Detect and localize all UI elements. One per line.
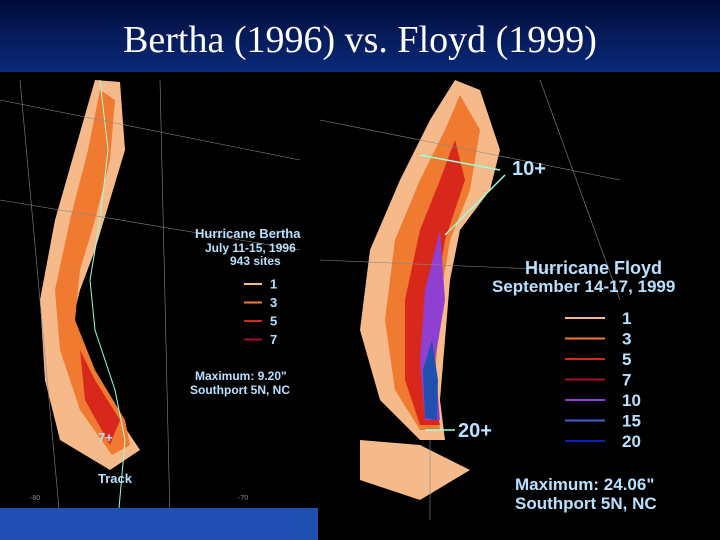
floyd-peak-north: 10+ xyxy=(512,158,546,180)
floyd-peak-south: 20+ xyxy=(458,420,492,442)
axis-label: -80 xyxy=(30,495,40,502)
title: Bertha (1996) vs. Floyd (1999) xyxy=(123,19,597,61)
legend-label: 1 xyxy=(622,309,631,328)
legend-label: 5 xyxy=(622,350,631,369)
legend-label: 7 xyxy=(270,332,277,347)
floyd-station: Southport 5N, NC xyxy=(515,494,657,513)
legend-label: 10 xyxy=(622,391,641,410)
title-bar xyxy=(0,0,720,72)
axis-label: -70 xyxy=(238,495,248,502)
floyd-name: Hurricane Floyd xyxy=(525,258,662,278)
bertha-station: Southport 5N, NC xyxy=(190,383,290,397)
bertha-dates: July 11-15, 1996 xyxy=(205,241,296,255)
legend-label: 5 xyxy=(270,314,277,329)
bertha-sites: 943 sites xyxy=(230,254,281,268)
legend-label: 3 xyxy=(270,295,277,310)
bertha-maximum: Maximum: 9.20" xyxy=(195,369,287,383)
floyd-dates: September 14-17, 1999 xyxy=(492,277,675,296)
legend-label: 3 xyxy=(622,329,631,348)
legend-label: 7 xyxy=(622,370,631,389)
track-label: Track xyxy=(98,471,133,486)
bertha-map xyxy=(0,79,301,521)
footer-bar xyxy=(0,508,318,540)
bertha-peak: 7+ xyxy=(98,430,113,445)
floyd-map xyxy=(319,79,621,520)
bertha-name: Hurricane Bertha xyxy=(195,226,301,241)
legend-label: 15 xyxy=(622,411,641,430)
floyd-maximum: Maximum: 24.06" xyxy=(515,475,654,494)
legend-label: 20 xyxy=(622,432,641,451)
legend-label: 1 xyxy=(270,277,277,292)
